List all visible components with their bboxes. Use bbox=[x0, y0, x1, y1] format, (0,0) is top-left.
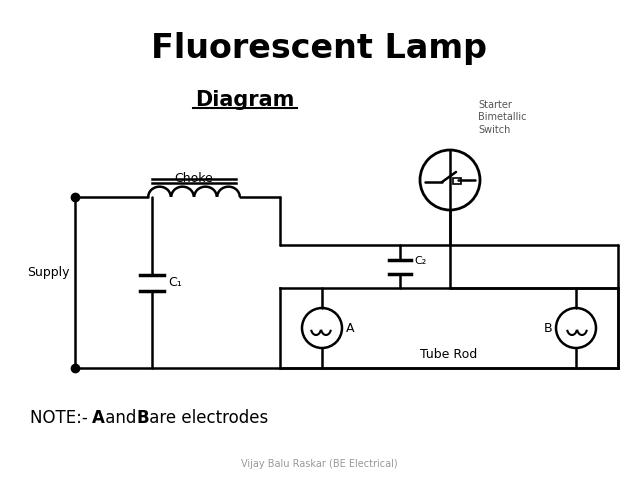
Text: A: A bbox=[92, 409, 105, 427]
Text: A: A bbox=[346, 321, 355, 334]
Text: NOTE:-: NOTE:- bbox=[30, 409, 93, 427]
Text: are electrodes: are electrodes bbox=[144, 409, 268, 427]
Text: Fluorescent Lamp: Fluorescent Lamp bbox=[151, 32, 487, 65]
Text: Choke: Choke bbox=[175, 171, 213, 184]
Text: Diagram: Diagram bbox=[195, 90, 295, 110]
Text: B: B bbox=[136, 409, 149, 427]
Text: and: and bbox=[100, 409, 142, 427]
Text: Tube Rod: Tube Rod bbox=[420, 349, 478, 362]
Text: Starter
Bimetallic
Switch: Starter Bimetallic Switch bbox=[478, 100, 526, 135]
Text: C₂: C₂ bbox=[414, 255, 426, 265]
Text: B: B bbox=[544, 321, 552, 334]
Text: Vijay Balu Raskar (BE Electrical): Vijay Balu Raskar (BE Electrical) bbox=[241, 459, 397, 469]
Text: C₁: C₁ bbox=[168, 276, 182, 289]
Text: Supply: Supply bbox=[27, 266, 70, 279]
